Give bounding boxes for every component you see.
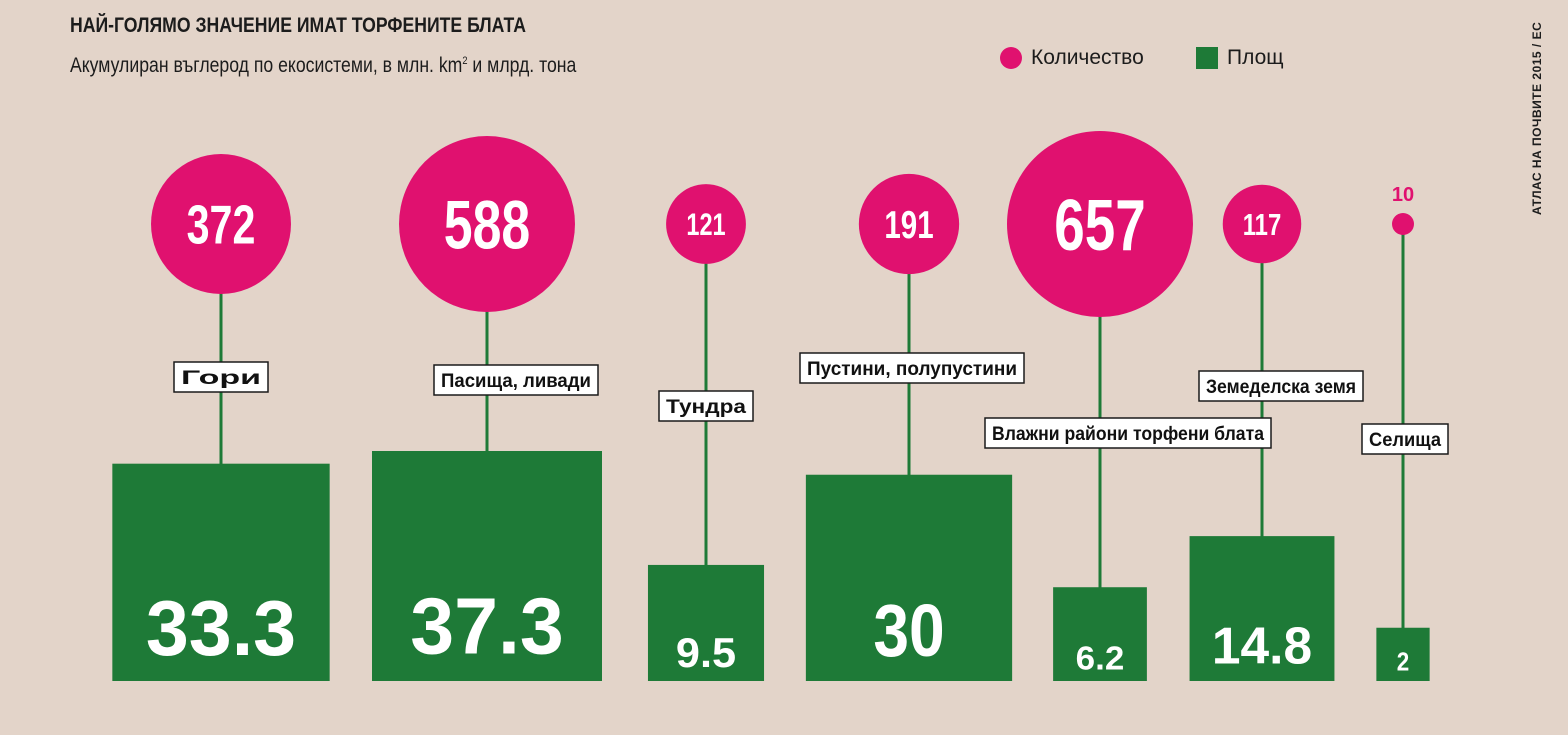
legend-label-area: Площ — [1227, 46, 1284, 69]
area-value-label: 6.2 — [1076, 640, 1125, 678]
amount-value-label: 10 — [1392, 184, 1414, 206]
amount-value-label: 657 — [1054, 185, 1145, 266]
legend-label-amount: Количество — [1031, 46, 1144, 69]
area-value-label: 9.5 — [676, 629, 736, 676]
category-label: Земеделска земя — [1206, 377, 1356, 398]
category-label-box — [1361, 423, 1449, 455]
category-label: Пустини, полупустини — [807, 359, 1017, 380]
chart-subtitle: Акумулиран въглерод по екосистеми, в млн… — [70, 54, 576, 78]
category-label-box — [173, 361, 269, 393]
area-square — [1053, 587, 1147, 681]
amount-value-label: 121 — [686, 207, 725, 242]
category-label-box — [799, 352, 1025, 384]
category-label-box — [433, 364, 599, 396]
amount-circle — [399, 136, 575, 312]
amount-circle — [1007, 131, 1193, 317]
legend-item-area: Площ — [1196, 46, 1284, 70]
area-value-label: 33.3 — [146, 584, 296, 672]
category-label: Влажни райони торфени блата — [992, 424, 1264, 445]
amount-value-label: 372 — [187, 195, 256, 256]
area-value-label: 37.3 — [410, 581, 564, 670]
amount-circle — [858, 173, 960, 275]
category-label: Селища — [1369, 430, 1441, 451]
area-square — [1189, 536, 1335, 681]
subtitle-tail: и млрд. тона — [467, 54, 577, 77]
area-square — [112, 463, 330, 681]
legend-item-amount: Количество — [1000, 46, 1144, 70]
amount-circle — [1222, 184, 1302, 264]
category-label-box — [658, 390, 754, 422]
amount-circle — [151, 154, 291, 294]
amount-value-label: 588 — [444, 187, 530, 264]
legend-square-swatch — [1196, 47, 1218, 69]
area-square — [805, 474, 1013, 681]
amount-circle — [666, 184, 746, 264]
area-square — [1376, 627, 1430, 681]
subtitle-superscript: 2 — [462, 55, 468, 67]
subtitle-text: Акумулиран въглерод по екосистеми, в млн… — [70, 54, 463, 77]
category-label: Гори — [181, 368, 261, 389]
chart-title: НАЙ-ГОЛЯМО ЗНАЧЕНИЕ ИМАТ ТОРФЕНИТЕ БЛАТА — [70, 14, 526, 37]
category-label-box — [984, 417, 1272, 449]
amount-value-label: 117 — [1243, 208, 1282, 242]
area-value-label: 14.8 — [1212, 618, 1312, 676]
legend-circle-swatch — [1000, 47, 1022, 69]
category-label: Тундра — [666, 397, 747, 418]
category-label: Пасища, ливади — [441, 371, 591, 392]
area-value-label: 30 — [873, 589, 944, 672]
area-square — [372, 451, 602, 681]
amount-value-label: 191 — [884, 204, 933, 247]
amount-circle — [1392, 213, 1414, 235]
area-square — [647, 564, 765, 681]
area-value-label: 2 — [1397, 647, 1409, 677]
category-label-box — [1198, 370, 1364, 402]
